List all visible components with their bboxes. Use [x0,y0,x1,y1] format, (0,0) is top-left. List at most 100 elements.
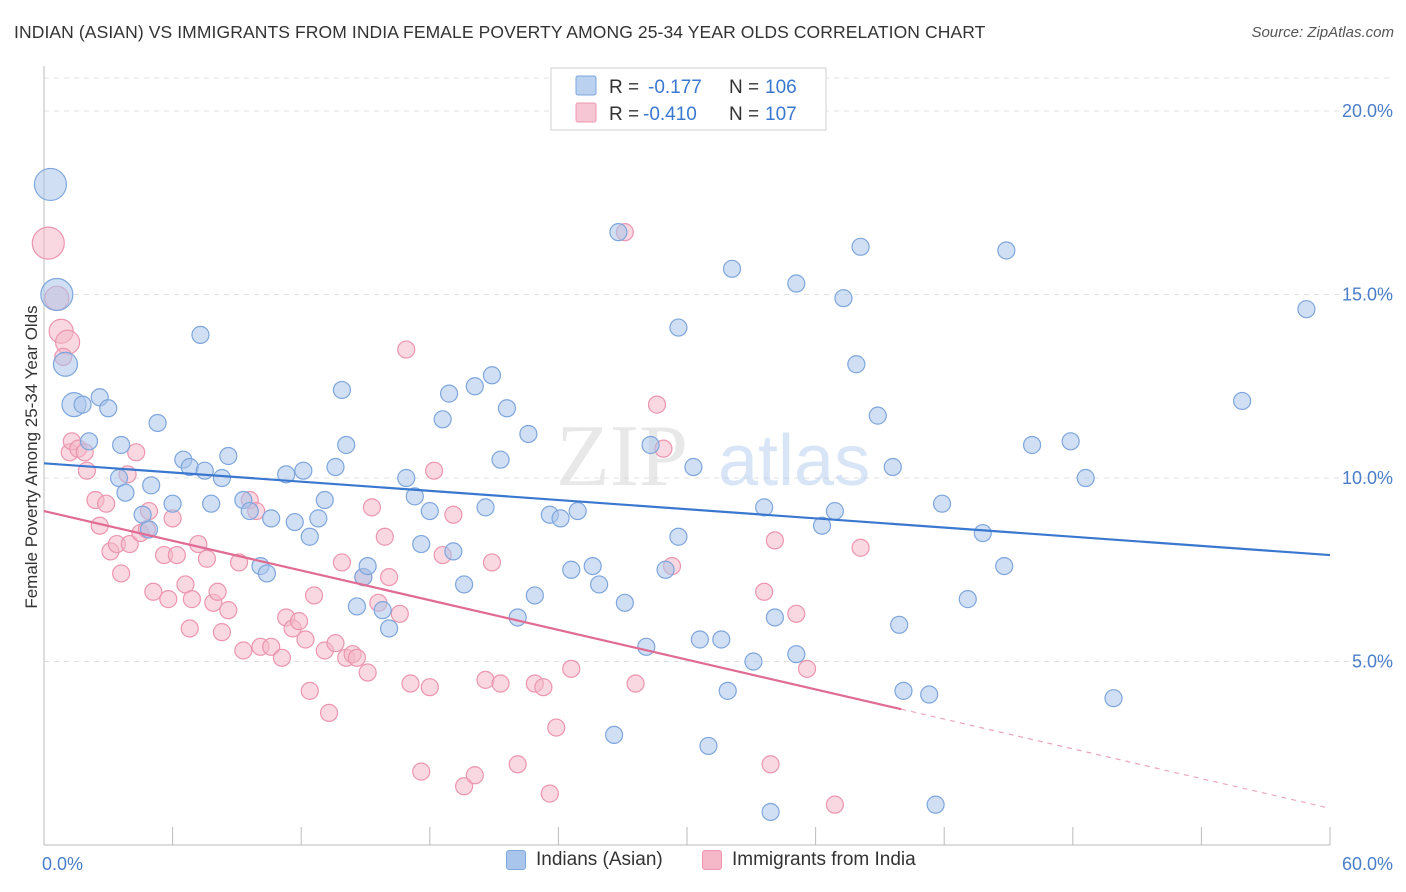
blue-data-point [358,556,377,576]
blue-data-point [294,461,313,480]
pink-data-point [326,634,345,653]
blue-data-point [454,575,474,594]
legend-n-label-pink: N = [729,104,759,125]
pink-data-point [454,777,474,796]
pink-data-point [144,582,163,601]
legend-swatch-blue [575,75,597,96]
blue-data-point [79,432,99,451]
legend-swatch-pink [575,102,597,123]
legend-label-indians-asian: Indians (Asian) [536,849,663,870]
blue-data-point [347,597,367,616]
blue-data-point [240,501,259,521]
blue-data-point [1061,432,1080,451]
series-legend: Indians (Asian) Immigrants from India [0,849,1406,879]
blue-data-point [465,377,484,396]
blue-data-point [52,351,79,377]
pink-data-point [127,443,146,462]
blue-data-point [491,450,510,469]
blue-data-point [744,652,763,671]
blue-data-point [894,681,913,700]
source-credit: Source: ZipAtlas.com [1251,24,1394,41]
blue-data-point [583,556,602,576]
pink-data-point [189,534,208,554]
legend-r-value-pink: -0.410 [643,104,697,125]
blue-data-point [163,494,182,513]
watermark: ZIP atlas [556,408,870,505]
pink-data-point [397,340,416,359]
pink-data-point [647,395,667,414]
blue-data-point [379,619,399,638]
blue-data-point [315,490,334,510]
y-tick-label: 10.0% [1342,468,1393,488]
blue-data-point [669,318,688,337]
blue-data-point [920,685,939,704]
pink-data-point [375,527,394,546]
pink-data-point [547,718,566,737]
blue-data-point [482,366,502,385]
legend-n-value-blue: 106 [765,77,797,98]
legend-item-indians-asian: Indians (Asian) [506,849,663,871]
blue-data-point [326,457,345,477]
pink-trend-extension [901,708,1331,809]
blue-data-point [309,509,328,528]
pink-data-point [420,678,439,697]
blue-data-point [761,802,780,822]
y-tick-labels: 5.0% 10.0% 15.0% 20.0% [1342,101,1393,671]
blue-data-point [337,435,356,455]
pink-data-point [304,586,324,605]
pink-data-point [167,545,186,565]
blue-data-point [191,325,210,344]
blue-data-point [519,424,538,444]
pink-data-point [412,762,431,781]
pink-trend-line [43,509,902,711]
blue-data-point [973,523,992,543]
blue-data-point [718,681,737,700]
blue-data-point [405,487,424,506]
pink-data-point [508,755,527,774]
legend-r-label-blue: R = [609,77,639,98]
blue-data-point [712,630,731,649]
blue-data-point [551,509,570,528]
blue-data-point [116,483,135,502]
pink-data-point [289,612,309,631]
blue-data-point [332,380,352,400]
blue-data-point [722,259,742,278]
y-tick-label: 20.0% [1342,101,1393,121]
blue-data-point [373,601,392,620]
pink-data-point [379,568,399,587]
pink-data-point [401,674,420,693]
blue-data-point [277,465,296,484]
blue-data-point [883,457,902,477]
blue-data-point [285,512,304,532]
watermark-zip: ZIP [556,408,688,505]
blue-data-point [669,527,688,546]
legend-n-label-blue: N = [729,77,759,98]
watermark-atlas: atlas [718,421,870,501]
blue-data-point [641,435,660,455]
y-tick-label: 15.0% [1342,285,1393,305]
pink-data-point [272,648,292,667]
blue-data-point [787,274,806,293]
pink-data-point [319,703,339,722]
blue-data-point [684,457,703,477]
legend-r-value-blue: -0.177 [648,77,702,98]
blue-data-point [212,468,231,488]
blue-data-point [1233,391,1252,411]
blue-data-point [590,575,609,594]
blue-data-point [1104,689,1123,708]
y-tick-label: 5.0% [1352,652,1393,672]
pink-data-point [180,619,199,638]
blue-data-point [262,509,281,528]
pink-data-point [562,659,581,678]
blue-data-point [926,795,945,814]
blue-data-point [932,494,952,513]
pink-data-point [159,590,178,609]
blue-data-point [1297,300,1316,319]
legend-swatch-indians-asian [506,850,526,870]
trend-lines [43,462,1331,809]
blue-data-point [142,476,161,495]
blue-data-point [699,736,718,756]
pink-data-point [112,564,131,583]
blue-data-point [997,241,1016,260]
blue-data-point [851,237,870,256]
